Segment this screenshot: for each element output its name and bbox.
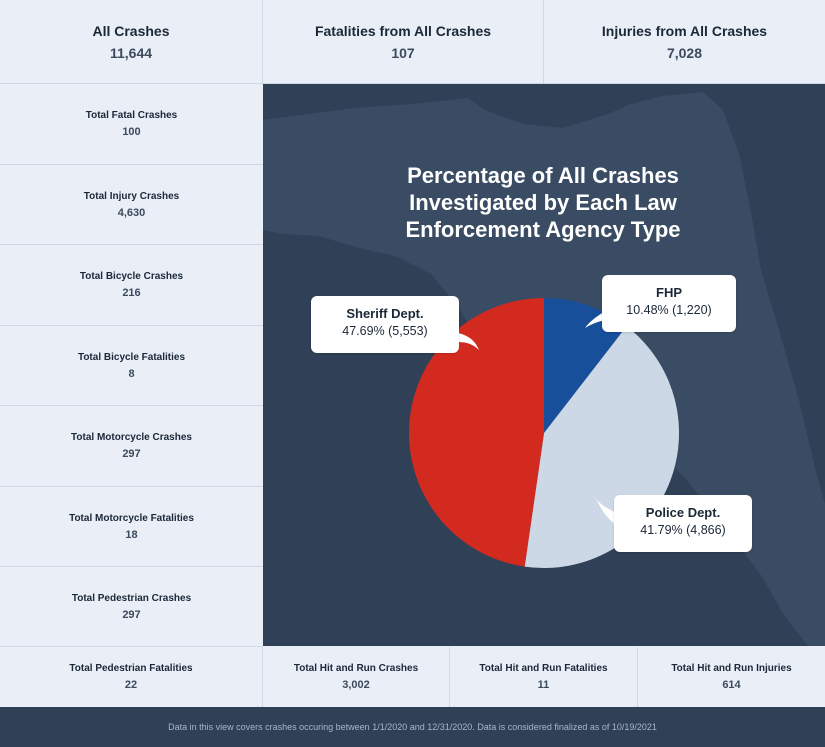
stat-label: Total Injury Crashes [83,190,180,202]
stat-value: 8 [128,367,135,380]
stat-fatalities: Fatalities from All Crashes 107 [263,0,544,84]
stat-label: Total Bicycle Fatalities [77,351,186,363]
stat-bicycle-fatalities: Total Bicycle Fatalities 8 [0,326,263,406]
stat-hit-and-run-injuries: Total Hit and Run Injuries 614 [638,647,825,707]
chart-title-line: Investigated by Each Law [409,190,677,215]
stat-pedestrian-fatalities: Total Pedestrian Fatalities 22 [0,647,263,707]
chart-panel: Percentage of All Crashes Investigated b… [263,84,825,646]
stat-fatal-crashes: Total Fatal Crashes 100 [0,84,263,165]
stat-value: 18 [125,528,138,541]
florida-map-silhouette [263,92,825,646]
stat-label: Total Hit and Run Fatalities [479,663,608,674]
callout-name: Police Dept. [645,505,721,520]
stat-hit-and-run-fatalities: Total Hit and Run Fatalities 11 [450,647,638,707]
stat-label: Total Bicycle Crashes [79,271,184,282]
callout-name: FHP [656,285,682,300]
stat-value: 100 [122,126,141,138]
stat-label: Total Pedestrian Crashes [71,592,192,604]
callout-police: Police Dept. 41.79% (4,866) [614,495,752,552]
chart-title-line: Percentage of All Crashes [407,163,679,188]
stat-label: Total Hit and Run Crashes [293,663,419,674]
stat-label: All Crashes [92,22,170,39]
stat-all-crashes: All Crashes 11,644 [0,0,263,84]
stat-label: Injuries from All Crashes [601,22,768,39]
stat-value: 216 [122,287,141,299]
pie-slice-sheriff-dept [409,298,544,567]
stat-motorcycle-fatalities: Total Motorcycle Fatalities 18 [0,487,263,567]
footer-text: Data in this view covers crashes occurin… [168,722,657,732]
stat-value: 7,028 [666,44,703,61]
callout-value: 41.79% (4,866) [640,523,726,537]
chart-title-line: Enforcement Agency Type [405,217,681,242]
stat-bicycle-crashes: Total Bicycle Crashes 216 [0,245,263,326]
stat-hit-and-run-crashes: Total Hit and Run Crashes 3,002 [263,647,450,707]
callout-sheriff: Sheriff Dept. 47.69% (5,553) [311,296,459,353]
callout-fhp: FHP 10.48% (1,220) [602,275,736,332]
callout-value: 47.69% (5,553) [342,324,428,338]
stat-label: Total Hit and Run Injuries [671,663,792,674]
stat-label: Total Fatal Crashes [85,110,178,121]
stat-value: 614 [722,679,741,691]
callout-name: Sheriff Dept. [346,306,424,321]
stat-injuries: Injuries from All Crashes 7,028 [544,0,825,84]
stat-value: 22 [124,679,138,691]
stat-label: Total Motorcycle Crashes [71,432,192,443]
callout-tail-police [596,498,618,526]
stat-label: Fatalities from All Crashes [314,22,492,39]
stat-value: 11 [537,679,550,691]
chart-title: Percentage of All Crashes Investigated b… [353,162,733,243]
stat-label: Total Pedestrian Fatalities [69,663,193,674]
stat-value: 3,002 [342,679,370,691]
stat-value: 11,644 [109,44,153,61]
stat-value: 4,630 [117,206,146,219]
stat-motorcycle-crashes: Total Motorcycle Crashes 297 [0,406,263,487]
footer-note: Data in this view covers crashes occurin… [0,707,825,747]
stat-label: Total Motorcycle Fatalities [69,512,194,524]
stat-value: 107 [391,44,415,61]
stat-injury-crashes: Total Injury Crashes 4,630 [0,165,263,245]
stat-value: 297 [122,608,141,621]
stat-value: 297 [122,448,141,460]
callout-value: 10.48% (1,220) [626,303,712,317]
stat-pedestrian-crashes: Total Pedestrian Crashes 297 [0,567,263,647]
callout-tail-sheriff [453,332,479,350]
